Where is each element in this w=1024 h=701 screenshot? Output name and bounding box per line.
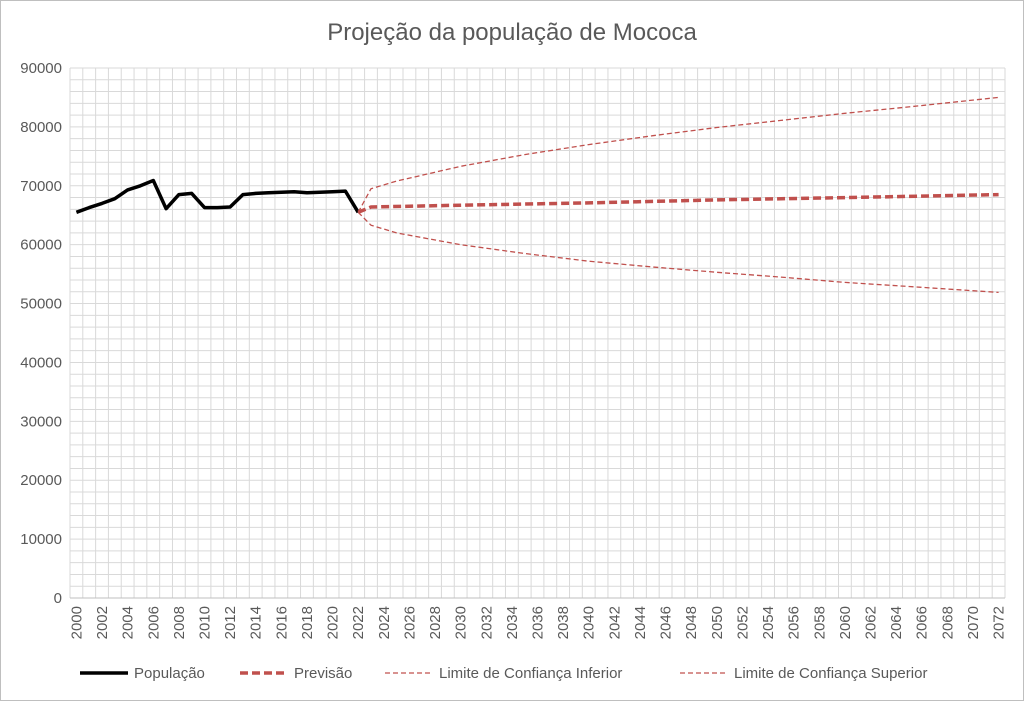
x-tick-label: 2046 bbox=[658, 606, 675, 639]
x-tick-label: 2058 bbox=[811, 606, 828, 639]
x-tick-label: 2018 bbox=[299, 606, 316, 639]
x-tick-label: 2044 bbox=[632, 606, 649, 639]
y-tick-label: 70000 bbox=[20, 178, 62, 195]
legend-label: Previsão bbox=[294, 665, 352, 682]
x-tick-label: 2028 bbox=[427, 606, 444, 639]
legend-label: População bbox=[134, 665, 205, 682]
legend-item: Limite de Confiança Superior bbox=[680, 665, 927, 682]
y-tick-label: 50000 bbox=[20, 296, 62, 313]
x-tick-label: 2062 bbox=[863, 606, 880, 639]
y-tick-label: 90000 bbox=[20, 60, 62, 77]
x-tick-label: 2008 bbox=[171, 606, 188, 639]
grid-layer bbox=[69, 67, 1006, 599]
x-tick-label: 2070 bbox=[965, 606, 982, 639]
x-tick-label: 2040 bbox=[581, 606, 598, 639]
series-line-1 bbox=[357, 192, 999, 214]
legend-item: Previsão bbox=[240, 665, 352, 682]
series-line-2 bbox=[357, 211, 999, 294]
y-tick-label: 40000 bbox=[20, 354, 62, 371]
x-tick-label: 2014 bbox=[248, 606, 265, 639]
y-tick-label: 0 bbox=[54, 590, 62, 607]
x-tick-label: 2036 bbox=[530, 606, 547, 639]
x-tick-label: 2012 bbox=[222, 606, 239, 639]
series-line-0 bbox=[75, 178, 360, 214]
x-tick-label: 2038 bbox=[555, 606, 572, 639]
chart-title: Projeção da população de Mococa bbox=[327, 19, 697, 46]
x-tick-label: 2048 bbox=[683, 606, 700, 639]
x-tick-label: 2054 bbox=[760, 606, 777, 639]
y-tick-label: 10000 bbox=[20, 531, 62, 548]
legend-label: Limite de Confiança Superior bbox=[734, 665, 927, 682]
x-tick-label: 2032 bbox=[478, 606, 495, 639]
x-tick-label: 2060 bbox=[837, 606, 854, 639]
x-tick-label: 2010 bbox=[196, 606, 213, 639]
y-tick-label: 30000 bbox=[20, 413, 62, 430]
x-tick-label: 2052 bbox=[734, 606, 751, 639]
legend: População Previsão Limite de Confiança Inf… bbox=[80, 665, 927, 682]
x-tick-label: 2068 bbox=[939, 606, 956, 639]
x-tick-label: 2000 bbox=[68, 606, 85, 639]
y-tick-label: 20000 bbox=[20, 472, 62, 489]
x-tick-label: 2042 bbox=[606, 606, 623, 639]
x-tick-label: 2020 bbox=[325, 606, 342, 639]
x-tick-label: 2034 bbox=[504, 606, 521, 639]
x-tick-label: 2030 bbox=[453, 606, 470, 639]
x-tick-label: 2022 bbox=[350, 606, 367, 639]
x-tick-label: 2026 bbox=[401, 606, 418, 639]
axis-layer: 0 10000 20000 30000 40000 50000 60000 70000 8000… bbox=[20, 60, 1007, 639]
legend-label: Limite de Confiança Inferior bbox=[439, 665, 622, 682]
y-tick-label: 80000 bbox=[20, 119, 62, 136]
x-tick-label: 2056 bbox=[786, 606, 803, 639]
x-tick-label: 2016 bbox=[273, 606, 290, 639]
series-layer bbox=[75, 96, 999, 294]
legend-item: Limite de Confiança Inferior bbox=[385, 665, 622, 682]
x-tick-label: 2072 bbox=[991, 606, 1008, 639]
legend-item: População bbox=[80, 665, 205, 682]
x-tick-label: 2004 bbox=[120, 606, 137, 639]
x-tick-label: 2066 bbox=[914, 606, 931, 639]
x-tick-label: 2050 bbox=[709, 606, 726, 639]
x-tick-label: 2006 bbox=[145, 606, 162, 639]
y-tick-label: 60000 bbox=[20, 237, 62, 254]
x-tick-label: 2024 bbox=[376, 606, 393, 639]
x-tick-label: 2002 bbox=[94, 606, 111, 639]
series-line-3 bbox=[357, 96, 999, 213]
x-tick-label: 2064 bbox=[888, 606, 905, 639]
